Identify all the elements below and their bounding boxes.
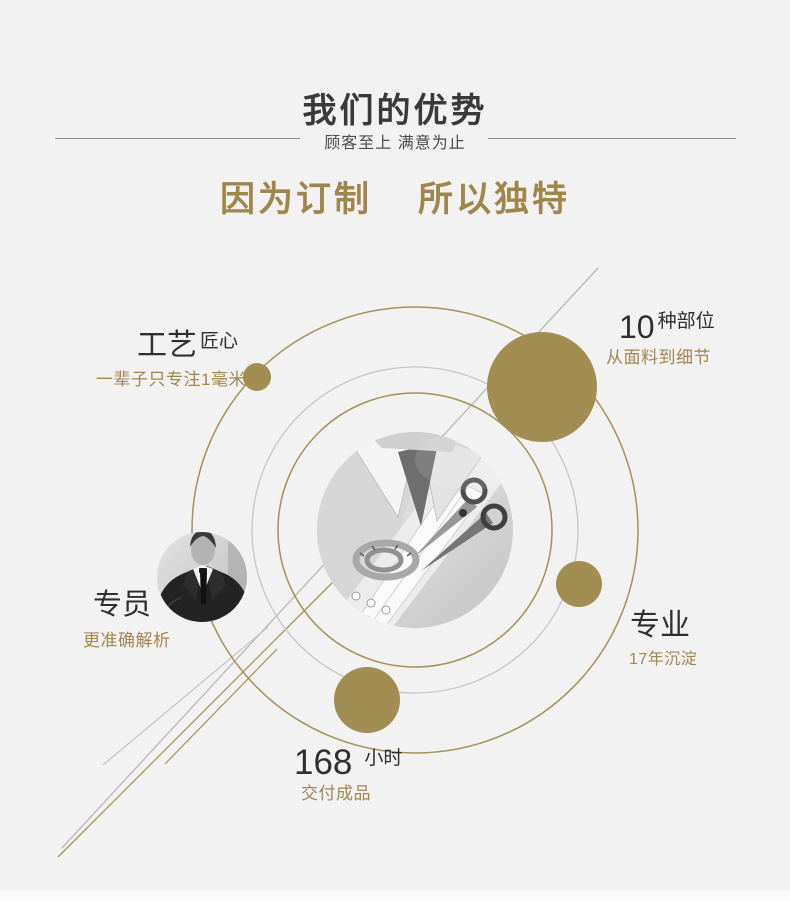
craft-title-text: 工艺 (137, 329, 197, 362)
orbit-ring-gray (251, 366, 579, 694)
measuring-tape-icon (352, 539, 420, 581)
orbit-ring-inner-gold (277, 392, 553, 668)
delivery-unit-text: 小时 (364, 748, 403, 769)
page-title: 我们的优势 (302, 92, 488, 130)
gray-diagonal-line-short (102, 626, 269, 766)
delivery-value-text: 168 (294, 743, 353, 782)
gold-dot-professional (556, 561, 602, 607)
feature-delivery-title: 168 小时 (294, 745, 402, 780)
page-subtitle: 顾客至上 满意为止 (324, 135, 466, 152)
feature-professional-title: 专业 (630, 611, 690, 641)
gold-dot-craft (243, 363, 271, 391)
craft-tag-text: 匠心 (200, 331, 239, 352)
gold-headline-part1: 因为订制 (219, 180, 372, 219)
feature-professional-desc: 17年沉淀 (629, 651, 698, 668)
gold-diagonal-line-short (164, 648, 278, 765)
feature-parts-title: 10 种部位 (619, 311, 715, 343)
feature-parts-desc: 从面料到细节 (606, 348, 711, 367)
feature-consultant-desc: 更准确解析 (83, 631, 171, 650)
consultant-photo (157, 532, 247, 622)
parts-value-text: 10 (619, 309, 655, 345)
orbit-ring-outer-gold (191, 306, 639, 754)
feature-consultant-title: 专员 (93, 591, 151, 620)
consultant-title-text: 专员 (93, 589, 152, 621)
gold-diagonal-line-long (57, 566, 349, 858)
divider-line-left (55, 138, 300, 139)
gold-headline-part2: 所以独特 (418, 180, 571, 219)
parts-unit-text: 种部位 (657, 311, 715, 332)
tailoring-photo (317, 432, 513, 628)
feature-delivery-desc: 交付成品 (301, 784, 371, 803)
bottom-divider-band (0, 890, 790, 901)
professional-title-text: 专业 (630, 609, 690, 642)
feature-craft-desc: 一辈子只专注1毫米 (96, 370, 246, 389)
gold-headline: 因为订制 所以独特 (0, 171, 790, 222)
gold-dot-delivery (334, 667, 400, 733)
gold-dot-parts (487, 332, 597, 442)
feature-craft-title: 工艺 匠心 (137, 331, 238, 361)
scissors-icon (414, 477, 508, 571)
divider-line-right (488, 138, 736, 139)
